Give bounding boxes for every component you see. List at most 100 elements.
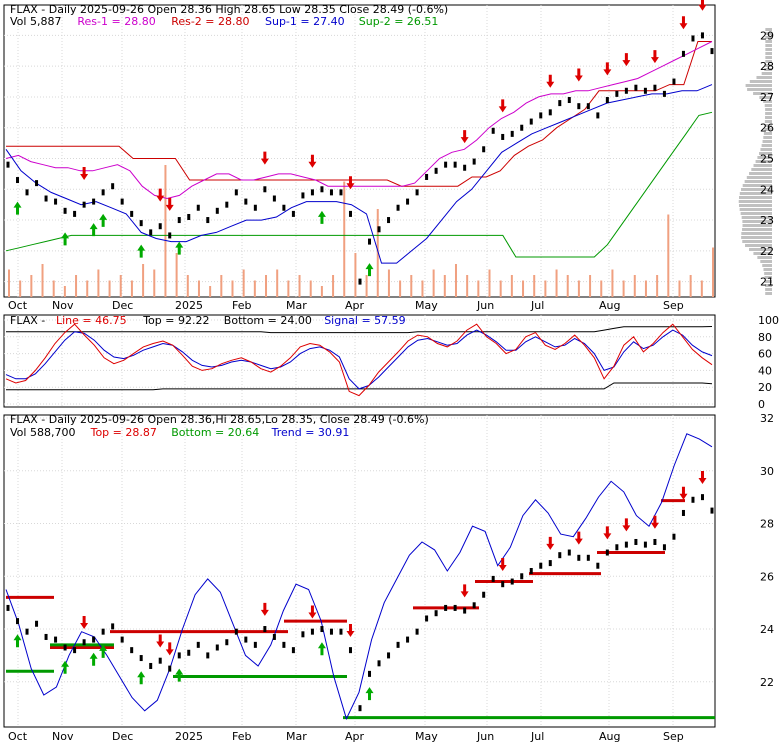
trend-month-tick-4: Feb: [232, 730, 251, 743]
trend-price-bar-7: [73, 647, 77, 654]
volume-bar-14: [164, 165, 167, 297]
trend-legend-item-1: Top = 28.87: [90, 426, 157, 439]
volume-bar-37: [421, 280, 424, 297]
price-bar-38: [368, 238, 372, 245]
price-bar-14: [139, 220, 143, 227]
profile-bar: [764, 120, 772, 123]
trend-down-arrow-5: [346, 623, 355, 637]
trend-price-bar-45: [434, 610, 438, 617]
osc-title-prefix: FLAX -: [10, 314, 45, 327]
up-arrow-5: [175, 241, 184, 255]
volume-bar-29: [332, 275, 335, 297]
oscillator-panel-frame: [3, 314, 716, 408]
trend-price-bar-67: [643, 541, 647, 548]
price-y-tick-6: 27: [760, 91, 774, 104]
volume-bar-56: [633, 275, 636, 297]
profile-bar: [757, 156, 772, 159]
price-bar-69: [662, 90, 666, 97]
profile-bar: [744, 180, 772, 183]
trend-down-arrow-0: [80, 616, 89, 630]
price-bar-55: [529, 118, 533, 125]
price-y-tick-7: 28: [760, 60, 774, 73]
profile-bar: [747, 88, 772, 91]
price-bar-22: [215, 207, 219, 214]
trend-month-tick-0: Oct: [8, 730, 28, 743]
trend-price-bar-39: [377, 660, 381, 667]
profile-bar: [755, 160, 772, 163]
sup1-line: [5, 84, 713, 264]
price-bar-66: [634, 84, 638, 91]
volume-bar-54: [611, 269, 614, 297]
price-bar-39: [377, 226, 381, 233]
profile-bar: [741, 232, 772, 235]
month-tick-5: Mar: [286, 299, 307, 312]
price-y-tick-4: 25: [760, 153, 774, 166]
price-panel-title: FLAX - Daily 2025-09-26 Open 28.36 High …: [10, 3, 448, 16]
trend-price-bar-32: [310, 628, 314, 635]
down-arrow-10: [603, 62, 612, 76]
month-tick-10: Aug: [599, 299, 620, 312]
volume-bar-46: [522, 280, 525, 297]
profile-bar: [765, 48, 772, 51]
trend-price-bar-27: [263, 626, 267, 633]
profile-bar: [762, 140, 772, 143]
profile-bar: [765, 36, 772, 39]
price-bar-37: [358, 278, 362, 285]
price-y-tick-3: 24: [760, 183, 774, 196]
trend-price-bar-70: [672, 533, 676, 540]
price-bar-56: [539, 112, 543, 119]
month-tick-3: 2025: [175, 299, 203, 312]
price-bar-51: [491, 127, 495, 134]
trend-price-bar-64: [615, 544, 619, 551]
trend-up-arrow-1: [61, 660, 70, 674]
profile-bar: [765, 64, 772, 67]
month-tick-4: Feb: [232, 299, 251, 312]
price-bar-47: [453, 161, 457, 168]
res2-line: [6, 41, 712, 187]
sup2-line: [5, 111, 713, 258]
trend-down-arrow-14: [698, 470, 707, 484]
trend-price-bar-6: [63, 644, 67, 651]
price-bar-35: [339, 189, 343, 196]
osc-y-tick-2: 40: [758, 364, 772, 377]
price-y-tick-5: 26: [760, 122, 774, 135]
profile-bar: [761, 144, 772, 147]
trend-price-bar-18: [177, 652, 181, 659]
profile-bar: [765, 116, 772, 119]
trend-month-tick-2: Dec: [112, 730, 133, 743]
profile-bar: [753, 252, 772, 255]
trend-x-axis-months: Oct Nov Dec 2025 Feb Mar Apr May Jun Jul Aug Sep: [8, 730, 684, 743]
price-bar-57: [548, 109, 552, 116]
profile-bar: [761, 72, 772, 75]
trend-month-tick-8: Jun: [476, 730, 494, 743]
price-bar-60: [577, 103, 581, 110]
price-bar-73: [700, 32, 704, 39]
profile-bar: [763, 100, 772, 103]
price-bar-19: [187, 213, 191, 220]
volume-bar-51: [577, 280, 580, 297]
profile-bar: [740, 212, 772, 215]
profile-bar: [760, 260, 772, 263]
price-legend-item-2: Res-2 = 28.80: [171, 15, 249, 28]
price-bar-9: [92, 198, 96, 205]
price-bar-23: [225, 201, 229, 208]
trend-price-bar-51: [491, 575, 495, 582]
profile-bar: [749, 172, 772, 175]
up-arrow-7: [365, 263, 374, 277]
trend-down-arrow-1: [156, 634, 165, 648]
volume-bar-47: [533, 275, 536, 297]
volume-bar-9: [108, 280, 111, 297]
osc-line: [5, 323, 713, 397]
price-bar-54: [520, 124, 524, 131]
trend-month-tick-11: Sep: [663, 730, 684, 743]
profile-bar: [753, 92, 772, 95]
trend-price-bar-61: [586, 554, 590, 561]
trend-price-bar-69: [662, 544, 666, 551]
volume-bar-62: [700, 280, 703, 297]
osc-legend-item-2: Bottom = 24.00: [224, 314, 312, 327]
price-bar-29: [282, 204, 286, 211]
trend-up-arrow-5: [175, 668, 184, 682]
price-bar-3: [35, 180, 39, 187]
trend-price-bar-49: [472, 602, 476, 609]
trend-price-bar-56: [539, 562, 543, 569]
